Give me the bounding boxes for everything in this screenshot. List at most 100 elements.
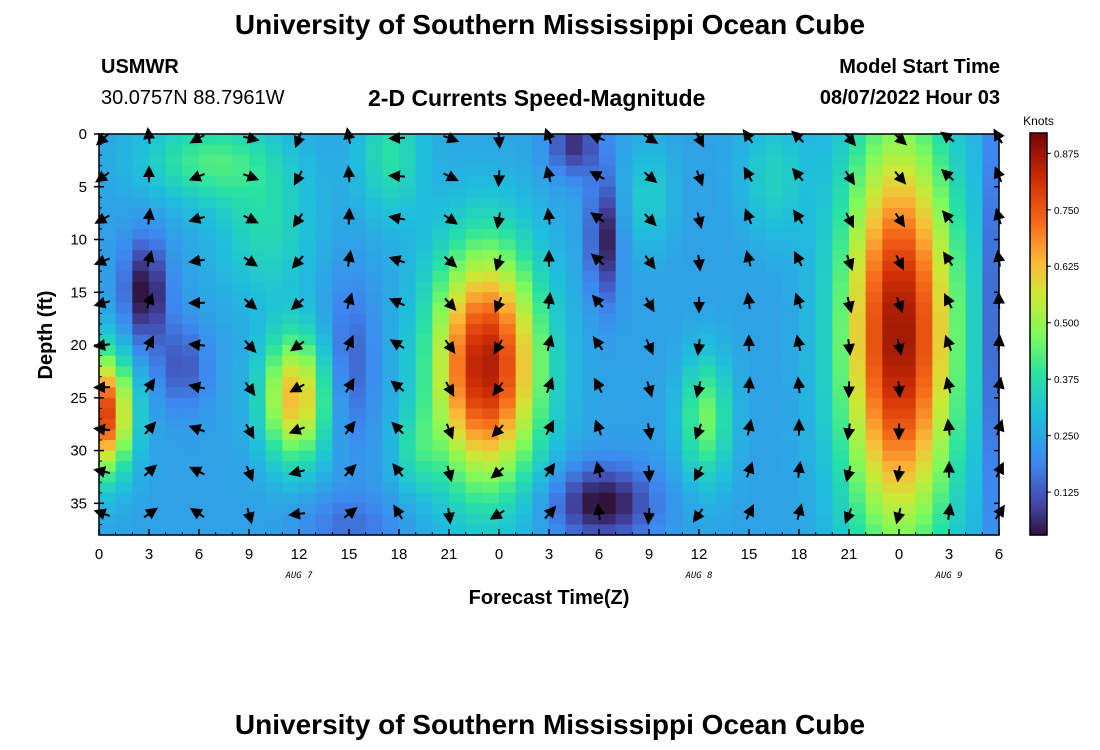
heatmap-cell	[265, 492, 283, 504]
heatmap-cell	[249, 228, 267, 241]
heatmap-cell	[165, 503, 183, 515]
heatmap-cell	[249, 461, 267, 473]
colorbar-segment	[1030, 233, 1047, 238]
heatmap-cell	[399, 524, 417, 536]
heatmap-cell	[665, 155, 683, 167]
heatmap-cell	[215, 218, 233, 230]
heatmap-cell	[315, 134, 333, 146]
heatmap-cell	[232, 408, 250, 420]
heatmap-cell	[832, 207, 850, 220]
heatmap-cell	[199, 492, 217, 504]
heatmap-cell	[982, 228, 1000, 241]
heatmap-cell	[432, 513, 450, 526]
colorbar-segment	[1030, 508, 1047, 513]
heatmap-cell	[899, 228, 917, 241]
heatmap-cell	[515, 292, 533, 304]
heatmap-cell	[365, 260, 383, 272]
heatmap-cell	[865, 397, 883, 409]
heatmap-cell	[982, 450, 1000, 462]
heatmap-cell	[832, 397, 850, 409]
heatmap-cell	[265, 461, 283, 473]
heatmap-cell	[832, 250, 850, 262]
heatmap-cell	[232, 218, 250, 230]
heatmap-cell	[432, 260, 450, 272]
heatmap-cell	[432, 197, 450, 209]
heatmap-cell	[799, 155, 817, 167]
heatmap-cell	[382, 134, 400, 146]
current-arrow	[693, 338, 706, 356]
heatmap-cell	[482, 397, 500, 409]
colorbar-segment	[1030, 414, 1047, 419]
heatmap-cell	[582, 134, 600, 146]
heatmap-cell	[265, 144, 283, 156]
heatmap-cell	[582, 376, 600, 388]
heatmap-cell	[615, 207, 633, 220]
heatmap-cell	[115, 197, 133, 209]
colorbar-segment	[1030, 337, 1047, 342]
heatmap-cell	[949, 376, 967, 388]
heatmap-cell	[365, 355, 383, 367]
x-tick-label: 21	[841, 546, 858, 563]
heatmap-cell	[449, 513, 467, 526]
heatmap-cell	[882, 524, 900, 536]
heatmap-cell	[149, 260, 167, 272]
heatmap-cell	[615, 408, 633, 420]
heatmap-cell	[749, 408, 767, 420]
colorbar-segment	[1030, 491, 1047, 496]
heatmap-cell	[932, 313, 950, 325]
heatmap-cell	[215, 271, 233, 283]
heatmap-cell	[149, 281, 167, 293]
heatmap-cell	[315, 387, 333, 399]
heatmap-cell	[299, 387, 317, 399]
x-tick-label: 15	[741, 546, 758, 563]
colorbar-segment	[1030, 514, 1047, 519]
heatmap-cell	[665, 186, 683, 198]
heatmap-cell	[849, 366, 867, 378]
heatmap-cell	[632, 461, 650, 473]
heatmap-cell	[199, 440, 217, 452]
heatmap-cell	[949, 313, 967, 325]
heatmap-cell	[899, 165, 917, 177]
heatmap-cell	[565, 492, 583, 504]
colorbar-segment	[1030, 498, 1047, 503]
heatmap-cell	[465, 524, 483, 536]
heatmap-cell	[899, 250, 917, 262]
heatmap-cell	[582, 440, 600, 452]
colorbar-segment	[1030, 256, 1047, 261]
colorbar-segment	[1030, 263, 1047, 268]
colorbar-segment	[1030, 303, 1047, 308]
heatmap-cell	[132, 292, 150, 304]
colorbar-segment	[1030, 394, 1047, 399]
heatmap-cell	[799, 355, 817, 367]
current-arrow	[291, 255, 305, 269]
heatmap-cell	[465, 260, 483, 272]
heatmap-cell	[865, 186, 883, 198]
heatmap-cell	[815, 513, 833, 526]
heatmap-cell	[565, 271, 583, 283]
heatmap-cell	[199, 334, 217, 346]
x-tick-label: 0	[895, 546, 903, 563]
heatmap-cell	[849, 313, 867, 325]
current-arrow	[393, 504, 405, 520]
heatmap-cell	[182, 345, 200, 357]
heatmap-cell	[932, 228, 950, 241]
heatmap-cell	[149, 345, 167, 357]
heatmap-cell	[565, 513, 583, 526]
heatmap-cell	[965, 228, 983, 241]
heatmap-cell	[915, 397, 933, 409]
heatmap-cell	[449, 155, 467, 167]
heatmap-cell	[982, 281, 1000, 293]
heatmap-cell	[315, 461, 333, 473]
heatmap-cell	[332, 250, 350, 262]
heatmap-cell	[615, 355, 633, 367]
current-arrow	[743, 461, 755, 478]
heatmap-cell	[365, 387, 383, 399]
heatmap-cell	[149, 429, 167, 441]
heatmap-cell	[182, 218, 200, 230]
heatmap-cell	[582, 429, 600, 441]
colorbar-segment	[1030, 149, 1047, 154]
heatmap-cell	[965, 513, 983, 526]
heatmap-cell	[115, 345, 133, 357]
heatmap-cell	[432, 186, 450, 198]
current-arrow	[290, 297, 305, 311]
